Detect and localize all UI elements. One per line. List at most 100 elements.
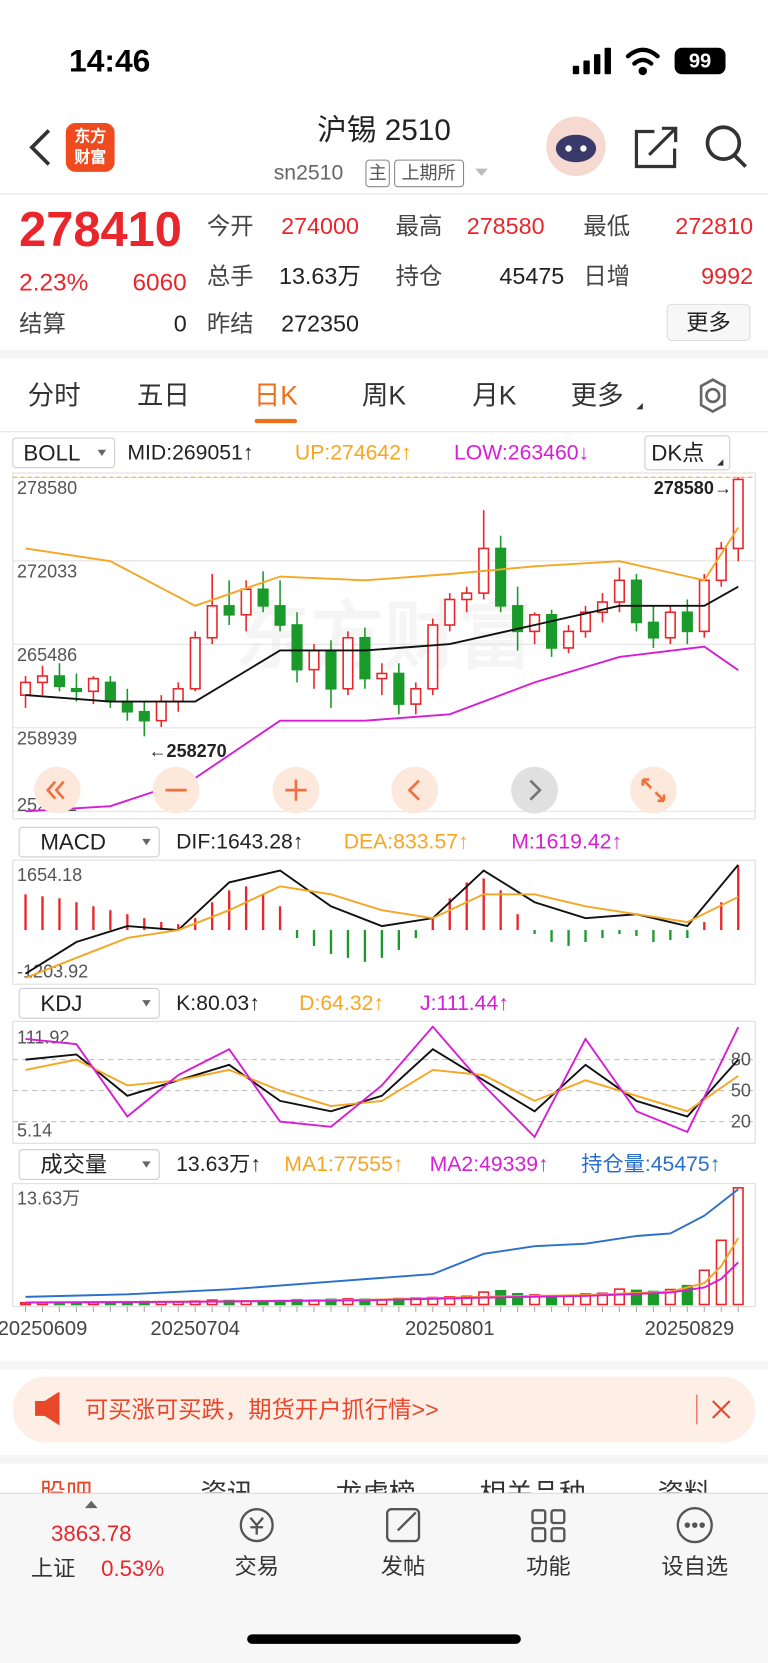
dk-label[interactable]: DK点 — [651, 440, 704, 465]
indicator-line — [25, 1025, 740, 1139]
x-tick-label: 20250801 — [405, 1318, 495, 1340]
settings-button[interactable] — [699, 378, 726, 414]
nav-label[interactable]: 功能 — [526, 1554, 571, 1579]
indicator-select[interactable] — [18, 987, 160, 1019]
code: sn2510 — [274, 161, 344, 184]
more-label[interactable]: 更多 — [686, 310, 731, 335]
separator — [0, 1455, 768, 1464]
nav-label[interactable]: 发帖 — [381, 1554, 426, 1579]
legend-item: LOW:263460↓ — [454, 441, 589, 464]
status-time: 14:46 — [69, 42, 150, 78]
volume-bar — [613, 1288, 626, 1306]
index-name[interactable]: 上证 — [31, 1556, 76, 1581]
indicator-select[interactable] — [18, 826, 160, 858]
close-banner[interactable] — [712, 1400, 731, 1419]
candle-body — [206, 605, 218, 639]
legend-item: D:64.32↑ — [299, 992, 384, 1015]
candle-body — [427, 624, 439, 690]
index-change[interactable]: 0.53% — [101, 1556, 164, 1581]
volume-bar — [579, 1293, 592, 1306]
tab-indicator — [254, 418, 298, 424]
nav-label[interactable]: 设自选 — [661, 1554, 728, 1579]
volume-bar — [715, 1239, 727, 1306]
expand-icon[interactable] — [84, 1500, 98, 1509]
x-tick-label: 20250609 — [0, 1318, 87, 1340]
indicator-name[interactable]: KDJ — [40, 991, 82, 1016]
tab[interactable]: 日K — [254, 381, 298, 411]
legend-item: UP:274642↑ — [295, 441, 412, 464]
candle-body — [19, 681, 32, 696]
candle-body — [732, 478, 744, 550]
y-tick-label: 258939 — [17, 728, 77, 748]
signal-icon — [572, 47, 611, 75]
legend-item: 13.63万↑ — [176, 1153, 261, 1176]
field-label: 结算 — [19, 310, 66, 336]
scroll-left-button[interactable] — [391, 766, 439, 814]
reference-label: 80 — [731, 1050, 751, 1070]
y-tick-label: 1654.18 — [17, 865, 82, 885]
function-icon[interactable] — [531, 1509, 566, 1543]
y-tick-label: 13.63万 — [17, 1188, 80, 1208]
tab[interactable]: 周K — [362, 381, 407, 411]
field-value: 278580 — [467, 213, 545, 239]
candle-body — [512, 605, 524, 633]
candle-body — [613, 579, 626, 603]
candle-body — [172, 687, 184, 703]
indicator-name[interactable]: MACD — [40, 830, 106, 855]
battery — [674, 47, 726, 75]
tab[interactable]: 分时 — [28, 381, 81, 411]
candle-body — [70, 687, 82, 693]
change: 6060 — [132, 270, 186, 297]
tab[interactable]: 月K — [472, 381, 517, 411]
tag-box — [365, 159, 390, 188]
banner[interactable] — [12, 1376, 756, 1443]
candle-body — [257, 588, 269, 607]
candle-body — [104, 681, 116, 703]
fullscreen-button[interactable] — [630, 766, 677, 814]
separator — [0, 1360, 768, 1370]
legend-item: DIF:1643.28↑ — [176, 831, 303, 854]
indicator-select[interactable] — [12, 437, 116, 469]
y-tick-label: 272033 — [17, 561, 77, 581]
share-button[interactable] — [634, 126, 678, 169]
field-value: 13.63万 — [279, 263, 361, 289]
candle-body — [308, 649, 320, 671]
banner-text[interactable]: 可买涨可买跌，期货开户抓行情>> — [85, 1397, 439, 1423]
more-button[interactable] — [666, 303, 751, 341]
indicator-name[interactable]: 成交量 — [40, 1152, 107, 1177]
index-value[interactable]: 3863.78 — [51, 1521, 132, 1546]
dropdown-icon[interactable] — [475, 168, 488, 177]
candle-body — [155, 700, 167, 722]
tab[interactable]: 五日 — [137, 381, 190, 411]
indicator-line — [25, 1048, 739, 1118]
field-value: 45475 — [499, 263, 564, 289]
assistant-avatar[interactable] — [546, 116, 606, 177]
legend-item: K:80.03↑ — [176, 992, 260, 1015]
field-label: 最低 — [583, 213, 630, 239]
change-percent: 2.23% — [19, 270, 88, 297]
dropdown-icon — [142, 1000, 151, 1007]
scroll-right-button[interactable] — [511, 766, 558, 814]
candle-body — [240, 588, 252, 616]
separator — [0, 349, 768, 359]
indicator-select[interactable] — [18, 1149, 160, 1180]
indicator-line — [25, 1261, 739, 1304]
field-label: 昨结 — [207, 310, 254, 336]
watchlist-icon[interactable] — [676, 1506, 713, 1544]
candle-body — [376, 672, 388, 680]
legend-item: M:1619.42↑ — [511, 831, 622, 854]
candle-body — [274, 605, 286, 626]
candle-body — [138, 710, 150, 722]
tag: 主 — [369, 163, 387, 183]
tab[interactable]: 更多 — [571, 381, 624, 411]
indicator-name[interactable]: BOLL — [23, 440, 80, 465]
trade-icon[interactable] — [239, 1508, 274, 1543]
legend-item: MA2:49339↑ — [430, 1153, 549, 1176]
back-button[interactable] — [29, 129, 51, 166]
dk-button[interactable] — [644, 435, 731, 471]
post-icon[interactable] — [386, 1508, 421, 1543]
nav-label[interactable]: 交易 — [234, 1554, 279, 1579]
search-button[interactable] — [705, 125, 747, 168]
